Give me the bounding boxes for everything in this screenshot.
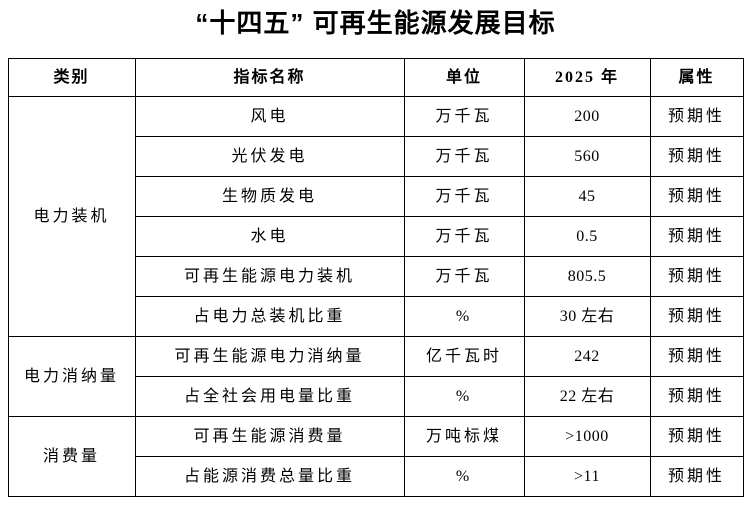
attribute-cell: 预期性 — [649, 176, 744, 217]
indicator-cell: 光伏发电 — [134, 136, 405, 177]
indicator-cell: 占能源消费总量比重 — [134, 456, 405, 497]
page-title: “十四五” 可再生能源发展目标 — [195, 8, 556, 38]
column-header: 2025 年 — [523, 58, 651, 97]
column-header: 指标名称 — [134, 58, 405, 97]
column-header: 单位 — [403, 58, 525, 97]
unit-cell: 万千瓦 — [403, 96, 525, 137]
table-row: 电力装机 风电 万千瓦 200 预期性 — [7, 96, 744, 337]
indicator-cell: 占电力总装机比重 — [134, 296, 405, 337]
attribute-cell: 预期性 — [649, 96, 744, 137]
value-cell: >1000 — [523, 416, 651, 457]
value-cell: 30 左右 — [523, 296, 651, 337]
attribute-cell: 预期性 — [649, 136, 744, 177]
indicator-cell: 占全社会用电量比重 — [134, 376, 405, 417]
table-row: 占全社会用电量比重% 22 左右 预期性 — [8, 376, 744, 417]
unit-cell: 万千瓦 — [403, 216, 525, 257]
attribute-cell: 预期性 — [649, 296, 744, 337]
category-cell: 电力消纳量 — [7, 336, 136, 417]
attribute-cell: 预期性 — [649, 376, 744, 417]
indicator-cell: 生物质发电 — [134, 176, 405, 217]
table-row: 生物质发电 万千瓦 45 预期性 — [8, 176, 744, 217]
unit-cell: 万千瓦 — [403, 136, 525, 177]
attribute-cell: 预期性 — [649, 336, 744, 377]
value-cell: 22 左右 — [523, 376, 651, 417]
value-cell: 45 — [523, 176, 651, 217]
category-cell: 消费量 — [7, 416, 136, 497]
table-row: 可再生能源电力装机 万千瓦 805.5 预期性 — [8, 256, 744, 297]
table-header: 类别 指标名称 单位 2025 年属性 — [7, 58, 744, 97]
table-body: 电力装机 风电 万千瓦 200 预期性 光伏发电 万千瓦 560 预期性 生物质发电 万千瓦 45 预期… — [7, 96, 744, 497]
value-cell: >11 — [523, 456, 651, 497]
unit-cell: 万吨标煤 — [403, 416, 525, 457]
table-row: 消费量 可再生能源消费量 万吨标煤 >1000 预期性 — [7, 416, 744, 497]
table-row: 占能源消费总量比重% >11 预期性 — [8, 456, 744, 497]
unit-cell: % — [403, 456, 525, 497]
table-row: 占电力总装机比重% 30 左右 预期性 — [8, 296, 744, 337]
unit-cell: 亿千瓦时 — [403, 336, 525, 377]
unit-cell: % — [403, 296, 525, 337]
category-cell: 电力装机 — [7, 96, 136, 337]
unit-cell: 万千瓦 — [403, 256, 525, 297]
indicator-cell: 可再生能源电力消纳量 — [134, 336, 405, 377]
indicator-cell: 可再生能源电力装机 — [134, 256, 405, 297]
column-header: 类别 — [7, 58, 136, 97]
value-cell: 200 — [523, 96, 651, 137]
table-row: 水电 万千瓦 0.5 预期性 — [8, 216, 744, 257]
attribute-cell: 预期性 — [649, 456, 744, 497]
value-cell: 805.5 — [523, 256, 651, 297]
value-cell: 242 — [523, 336, 651, 377]
attribute-cell: 预期性 — [649, 256, 744, 297]
unit-cell: % — [403, 376, 525, 417]
value-cell: 0.5 — [523, 216, 651, 257]
header-row: 类别 指标名称 单位 2025 年属性 — [7, 58, 744, 97]
indicator-cell: 水电 — [134, 216, 405, 257]
table-row: 光伏发电 万千瓦 560 预期性 — [8, 136, 744, 177]
column-header: 属性 — [649, 58, 744, 97]
attribute-cell: 预期性 — [649, 416, 744, 457]
value-cell: 560 — [523, 136, 651, 177]
indicator-cell: 风电 — [134, 96, 405, 137]
indicator-cell: 可再生能源消费量 — [134, 416, 405, 457]
unit-cell: 万千瓦 — [403, 176, 525, 217]
table-row: 电力消纳量 可再生能源电力消纳量 亿千瓦时 242 预期性 — [7, 336, 744, 417]
goals-table: 类别 指标名称 单位 2025 年属性 电力装机 风电 万千瓦 200 预期性 光伏发电 万千瓦 5… — [7, 58, 744, 497]
attribute-cell: 预期性 — [649, 216, 744, 257]
